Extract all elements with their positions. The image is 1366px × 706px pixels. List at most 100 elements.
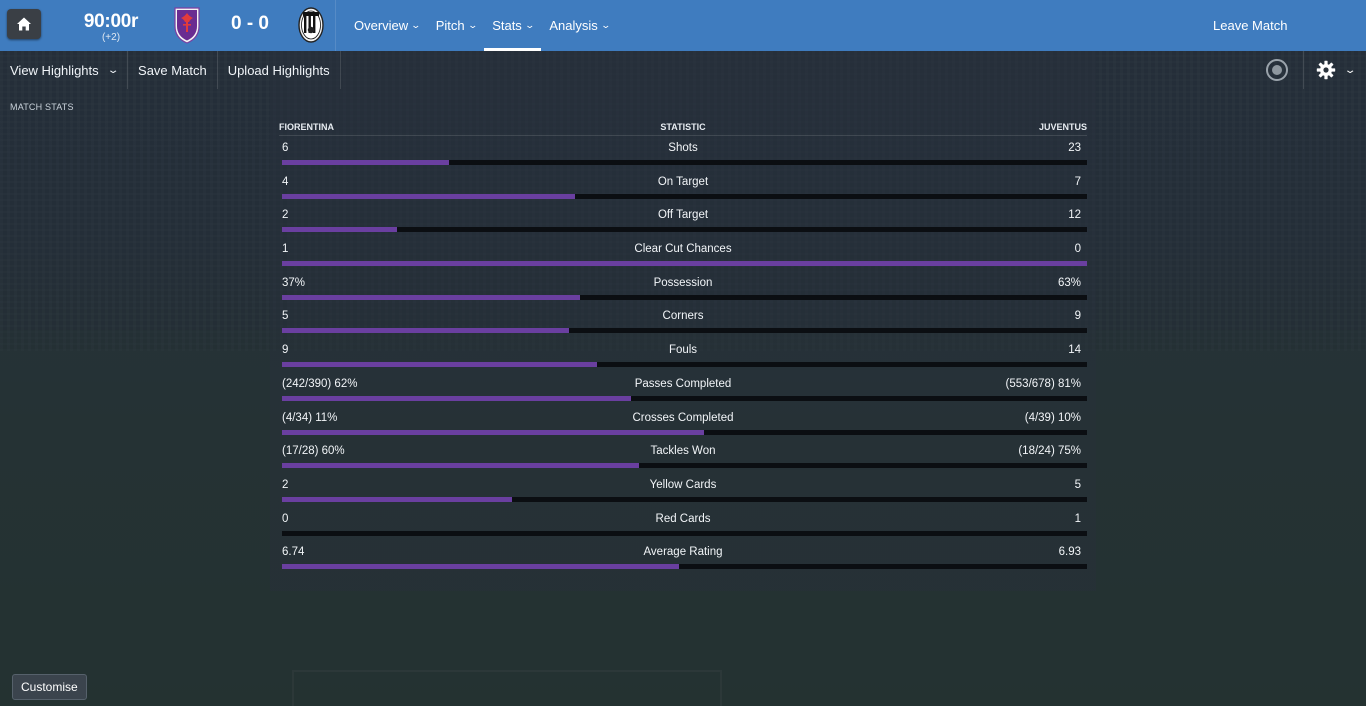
- chevron-down-icon: ⌄: [467, 20, 478, 30]
- home-share-fill: [282, 395, 632, 401]
- away-value: 0: [1074, 243, 1081, 256]
- home-value: 2: [282, 478, 289, 491]
- stat-name: Fouls: [668, 344, 698, 357]
- away-value: 12: [1068, 209, 1081, 222]
- match-score: 0 - 0: [230, 13, 270, 34]
- home-value: 1: [282, 243, 289, 256]
- away-value: 5: [1074, 478, 1081, 491]
- stats-table-header: FIORENTINA STATISTIC JUVENTUS: [279, 122, 1087, 136]
- nav-pitch[interactable]: Pitch ⌄: [436, 0, 482, 51]
- view-highlights-label: View Highlights: [10, 62, 99, 78]
- away-value: (18/24) 75%: [1018, 445, 1081, 458]
- home-share-fill: [282, 294, 580, 300]
- match-clock: 90:00r (+2): [80, 11, 142, 43]
- leave-match-button[interactable]: Leave Match: [1213, 18, 1288, 33]
- home-value: 4: [282, 175, 289, 188]
- home-button[interactable]: [7, 9, 41, 39]
- stat-name: Average Rating: [643, 546, 723, 559]
- home-icon: [17, 17, 31, 31]
- settings-button[interactable]: ⌄: [1302, 51, 1366, 89]
- comparison-bar: [282, 328, 1087, 334]
- comparison-bar: [282, 564, 1087, 570]
- stat-row: Off Target 2 12: [279, 203, 1087, 237]
- comparison-bar: [282, 463, 1087, 469]
- comparison-bar: [282, 395, 1087, 401]
- home-value: 2: [282, 209, 289, 222]
- home-share-fill: [282, 429, 704, 435]
- gear-icon: [1316, 60, 1335, 80]
- save-match-button[interactable]: Save Match: [128, 51, 218, 89]
- added-time: (+2): [101, 32, 121, 43]
- stat-row: Clear Cut Chances 1 0: [279, 237, 1087, 271]
- away-value: 23: [1068, 142, 1081, 154]
- away-team-header: JUVENTUS: [1038, 122, 1087, 132]
- stat-row: Passes Completed (242/390) 62% (553/678) 8…: [279, 372, 1087, 406]
- chevron-down-icon: ⌄: [106, 64, 120, 76]
- stat-name: On Target: [657, 175, 709, 188]
- stat-name: Passes Completed: [634, 377, 732, 390]
- nav-overview[interactable]: Overview ⌄: [354, 0, 426, 51]
- stat-name: Crosses Completed: [632, 411, 734, 424]
- home-value: 9: [282, 344, 289, 357]
- juventus-crest-icon[interactable]: [297, 6, 325, 44]
- nav-stats[interactable]: Stats ⌄: [484, 0, 542, 51]
- stat-name: Clear Cut Chances: [634, 243, 732, 256]
- nav-overview-label: Overview: [354, 18, 409, 33]
- section-title: MATCH STATS: [10, 102, 74, 112]
- away-value: (553/678) 81%: [1005, 377, 1081, 390]
- comparison-bar: [282, 429, 1087, 435]
- away-value: 63%: [1057, 276, 1081, 289]
- stat-name: Off Target: [657, 209, 709, 222]
- comparison-bar: [282, 227, 1087, 233]
- record-icon[interactable]: [1265, 59, 1288, 81]
- home-value: (4/34) 11%: [282, 411, 338, 424]
- stat-row: Red Cards 0 1: [279, 507, 1087, 541]
- home-value: 6: [282, 142, 289, 154]
- home-share-fill: [282, 463, 640, 469]
- upload-highlights-button[interactable]: Upload Highlights: [218, 51, 341, 89]
- nav-stats-label: Stats: [492, 18, 522, 33]
- home-share-fill: [282, 193, 576, 199]
- match-stats-table: FIORENTINA STATISTIC JUVENTUS Shots 6 23 On…: [279, 122, 1087, 574]
- fiorentina-crest-icon[interactable]: [173, 6, 201, 44]
- home-value: 37%: [282, 276, 306, 289]
- away-value: 1: [1074, 512, 1081, 525]
- chevron-down-icon: ⌄: [600, 20, 611, 30]
- comparison-bar: [282, 160, 1087, 165]
- away-value: 9: [1074, 310, 1081, 323]
- home-value: 5: [282, 310, 289, 323]
- comparison-bar: [282, 193, 1087, 199]
- home-value: 0: [282, 512, 289, 525]
- home-share-fill: [282, 160, 449, 165]
- home-share-fill: [282, 328, 570, 334]
- away-value: 7: [1074, 175, 1081, 188]
- toolbar-right: ⌄: [1265, 51, 1366, 89]
- away-value: (4/39) 10%: [1024, 411, 1081, 424]
- stat-row: Yellow Cards 2 5: [279, 473, 1087, 507]
- away-value: 6.93: [1058, 546, 1081, 559]
- home-share-fill: [282, 496, 513, 502]
- comparison-bar: [282, 294, 1087, 300]
- stats-rows: Shots 6 23 On Target 4 7 Off Target 2 12 Clear Cu…: [279, 136, 1087, 574]
- stat-name: Shots: [668, 142, 698, 154]
- stat-row: Tackles Won (17/28) 60% (18/24) 75%: [279, 439, 1087, 473]
- stat-row: Average Rating 6.74 6.93: [279, 540, 1087, 574]
- nav-analysis[interactable]: Analysis ⌄: [549, 0, 615, 51]
- stat-name: Corners: [662, 310, 704, 323]
- stat-row: Crosses Completed (4/34) 11% (4/39) 10%: [279, 406, 1087, 440]
- comparison-bar: [282, 530, 1087, 536]
- home-share-fill: [282, 362, 597, 368]
- comparison-bar: [282, 496, 1087, 502]
- view-highlights-button[interactable]: View Highlights ⌄: [0, 51, 129, 89]
- chevron-down-icon[interactable]: ⌄: [1343, 64, 1357, 76]
- home-share-fill: [282, 227, 398, 233]
- stat-name: Yellow Cards: [649, 478, 717, 491]
- stat-name: Red Cards: [655, 512, 711, 525]
- match-header: 90:00r (+2) 0 - 0 Overview ⌄ Pitch ⌄ Sta…: [0, 0, 1366, 51]
- customise-button[interactable]: Customise: [12, 674, 87, 700]
- home-value: (17/28) 60%: [282, 445, 345, 458]
- match-toolbar: View Highlights ⌄ Save Match Upload High…: [0, 51, 1366, 89]
- chevron-down-icon: ⌄: [410, 20, 422, 30]
- header-divider: [335, 0, 336, 51]
- home-share-fill: [282, 261, 1087, 267]
